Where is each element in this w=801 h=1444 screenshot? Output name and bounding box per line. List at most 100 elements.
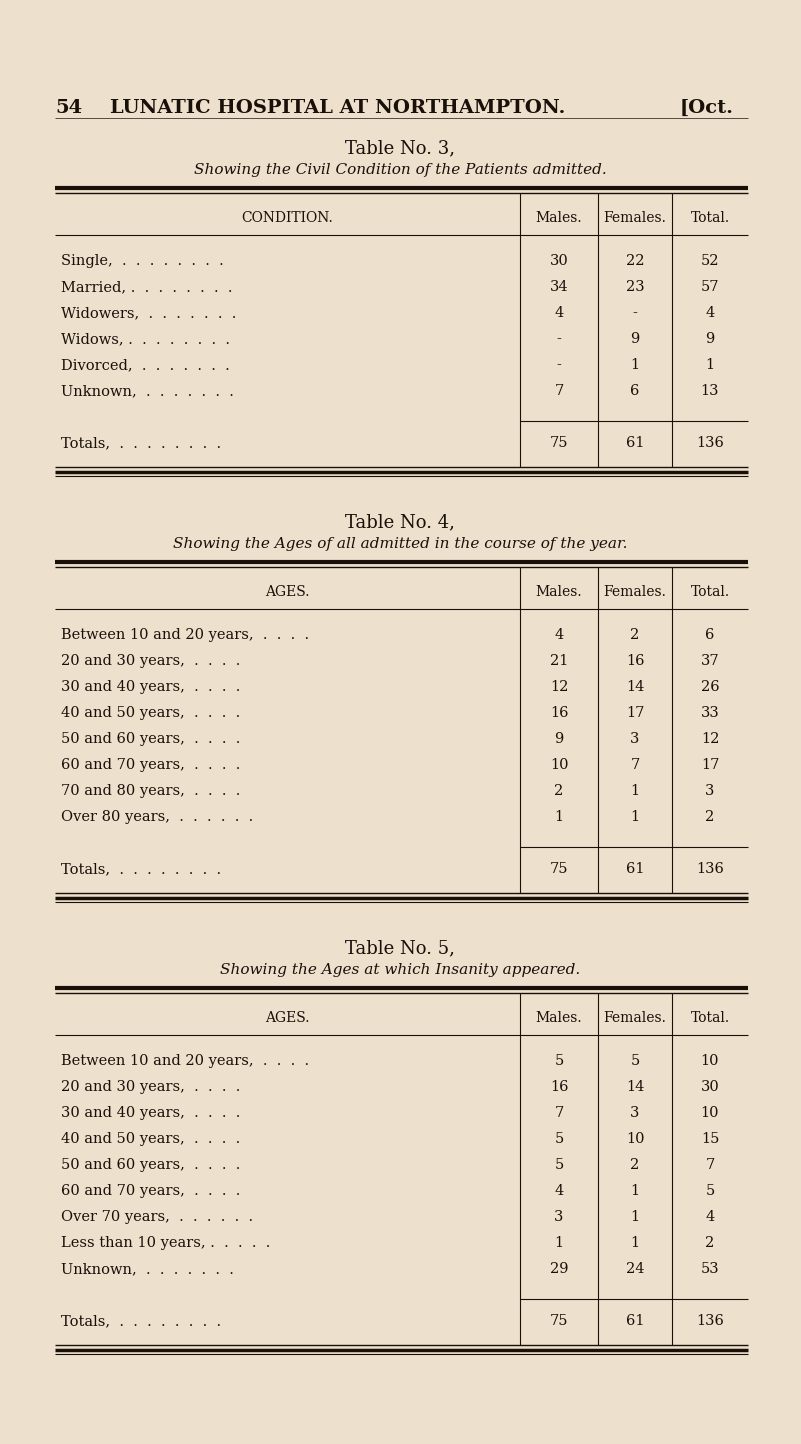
Text: 75: 75 (549, 1314, 568, 1328)
Text: 5: 5 (554, 1132, 564, 1147)
Text: 40 and 50 years,  .  .  .  .: 40 and 50 years, . . . . (61, 1132, 240, 1147)
Text: 1: 1 (630, 1236, 639, 1251)
Text: 10: 10 (701, 1106, 719, 1121)
Text: Females.: Females. (604, 585, 666, 599)
Text: -: - (557, 358, 562, 373)
Text: 7: 7 (706, 1158, 714, 1173)
Text: 1: 1 (630, 810, 639, 825)
Text: 136: 136 (696, 1314, 724, 1328)
Text: 20 and 30 years,  .  .  .  .: 20 and 30 years, . . . . (61, 654, 240, 669)
Text: 5: 5 (706, 1184, 714, 1199)
Text: 16: 16 (626, 654, 644, 669)
Text: Over 80 years,  .  .  .  .  .  .: Over 80 years, . . . . . . (61, 810, 253, 825)
Text: 2: 2 (554, 784, 564, 799)
Text: 75: 75 (549, 436, 568, 451)
Text: 9: 9 (630, 332, 640, 347)
Text: Table No. 5,: Table No. 5, (345, 939, 455, 957)
Text: Males.: Males. (536, 1011, 582, 1025)
Text: 1: 1 (630, 784, 639, 799)
Text: 12: 12 (701, 732, 719, 747)
Text: 3: 3 (630, 1106, 640, 1121)
Text: Between 10 and 20 years,  .  .  .  .: Between 10 and 20 years, . . . . (61, 628, 309, 643)
Text: Totals,  .  .  .  .  .  .  .  .: Totals, . . . . . . . . (61, 862, 221, 877)
Text: 1: 1 (706, 358, 714, 373)
Text: Unknown,  .  .  .  .  .  .  .: Unknown, . . . . . . . (61, 384, 234, 399)
Text: 7: 7 (554, 384, 564, 399)
Text: 24: 24 (626, 1262, 644, 1276)
Text: Males.: Males. (536, 211, 582, 225)
Text: 4: 4 (706, 306, 714, 321)
Text: Unknown,  .  .  .  .  .  .  .: Unknown, . . . . . . . (61, 1262, 234, 1276)
Text: Less than 10 years, .  .  .  .  .: Less than 10 years, . . . . . (61, 1236, 271, 1251)
Text: 10: 10 (626, 1132, 644, 1147)
Text: Widowers,  .  .  .  .  .  .  .: Widowers, . . . . . . . (61, 306, 236, 321)
Text: 5: 5 (630, 1054, 640, 1069)
Text: 16: 16 (549, 706, 568, 721)
Text: AGES.: AGES. (265, 1011, 310, 1025)
Text: 37: 37 (701, 654, 719, 669)
Text: Divorced,  .  .  .  .  .  .  .: Divorced, . . . . . . . (61, 358, 230, 373)
Text: -: - (633, 306, 638, 321)
Text: 6: 6 (630, 384, 640, 399)
Text: 30: 30 (701, 1080, 719, 1095)
Text: 23: 23 (626, 280, 644, 295)
Text: Table No. 4,: Table No. 4, (345, 513, 455, 531)
Text: AGES.: AGES. (265, 585, 310, 599)
Text: 20 and 30 years,  .  .  .  .: 20 and 30 years, . . . . (61, 1080, 240, 1095)
Text: [Oct.: [Oct. (680, 100, 734, 117)
Text: 10: 10 (549, 758, 568, 773)
Text: 6: 6 (706, 628, 714, 643)
Text: 136: 136 (696, 862, 724, 877)
Text: Widows, .  .  .  .  .  .  .  .: Widows, . . . . . . . . (61, 332, 230, 347)
Text: CONDITION.: CONDITION. (242, 211, 333, 225)
Text: Total.: Total. (690, 585, 730, 599)
Text: 4: 4 (554, 306, 564, 321)
Text: 2: 2 (630, 1158, 640, 1173)
Text: 136: 136 (696, 436, 724, 451)
Text: 34: 34 (549, 280, 569, 295)
Text: Showing the Ages at which Insanity appeared.: Showing the Ages at which Insanity appea… (220, 963, 580, 978)
Text: Table No. 3,: Table No. 3, (345, 139, 455, 157)
Text: 30: 30 (549, 254, 569, 269)
Text: 52: 52 (701, 254, 719, 269)
Text: Married, .  .  .  .  .  .  .  .: Married, . . . . . . . . (61, 280, 232, 295)
Text: 16: 16 (549, 1080, 568, 1095)
Text: 70 and 80 years,  .  .  .  .: 70 and 80 years, . . . . (61, 784, 240, 799)
Text: Total.: Total. (690, 1011, 730, 1025)
Text: Females.: Females. (604, 1011, 666, 1025)
Text: 7: 7 (630, 758, 640, 773)
Text: 61: 61 (626, 436, 644, 451)
Text: Showing the Civil Condition of the Patients admitted.: Showing the Civil Condition of the Patie… (194, 163, 606, 178)
Text: 17: 17 (701, 758, 719, 773)
Text: 54: 54 (55, 100, 83, 117)
Text: Totals,  .  .  .  .  .  .  .  .: Totals, . . . . . . . . (61, 1314, 221, 1328)
Text: 5: 5 (554, 1158, 564, 1173)
Text: Totals,  .  .  .  .  .  .  .  .: Totals, . . . . . . . . (61, 436, 221, 451)
Text: 4: 4 (554, 1184, 564, 1199)
Text: 30 and 40 years,  .  .  .  .: 30 and 40 years, . . . . (61, 680, 240, 695)
Text: 26: 26 (701, 680, 719, 695)
Text: 3: 3 (554, 1210, 564, 1225)
Text: 13: 13 (701, 384, 719, 399)
Text: 1: 1 (630, 1210, 639, 1225)
Text: 2: 2 (706, 810, 714, 825)
Text: Showing the Ages of all admitted in the course of the year.: Showing the Ages of all admitted in the … (173, 537, 627, 552)
Text: 9: 9 (554, 732, 564, 747)
Text: 75: 75 (549, 862, 568, 877)
Text: 1: 1 (554, 1236, 564, 1251)
Text: Males.: Males. (536, 585, 582, 599)
Text: 14: 14 (626, 1080, 644, 1095)
Text: -: - (557, 332, 562, 347)
Text: 21: 21 (549, 654, 568, 669)
Text: 3: 3 (630, 732, 640, 747)
Text: Over 70 years,  .  .  .  .  .  .: Over 70 years, . . . . . . (61, 1210, 253, 1225)
Text: 1: 1 (554, 810, 564, 825)
Text: 5: 5 (554, 1054, 564, 1069)
Text: 60 and 70 years,  .  .  .  .: 60 and 70 years, . . . . (61, 1184, 240, 1199)
Text: 9: 9 (706, 332, 714, 347)
Text: 22: 22 (626, 254, 644, 269)
Text: 17: 17 (626, 706, 644, 721)
Text: Total.: Total. (690, 211, 730, 225)
Text: 1: 1 (630, 1184, 639, 1199)
Text: 10: 10 (701, 1054, 719, 1069)
